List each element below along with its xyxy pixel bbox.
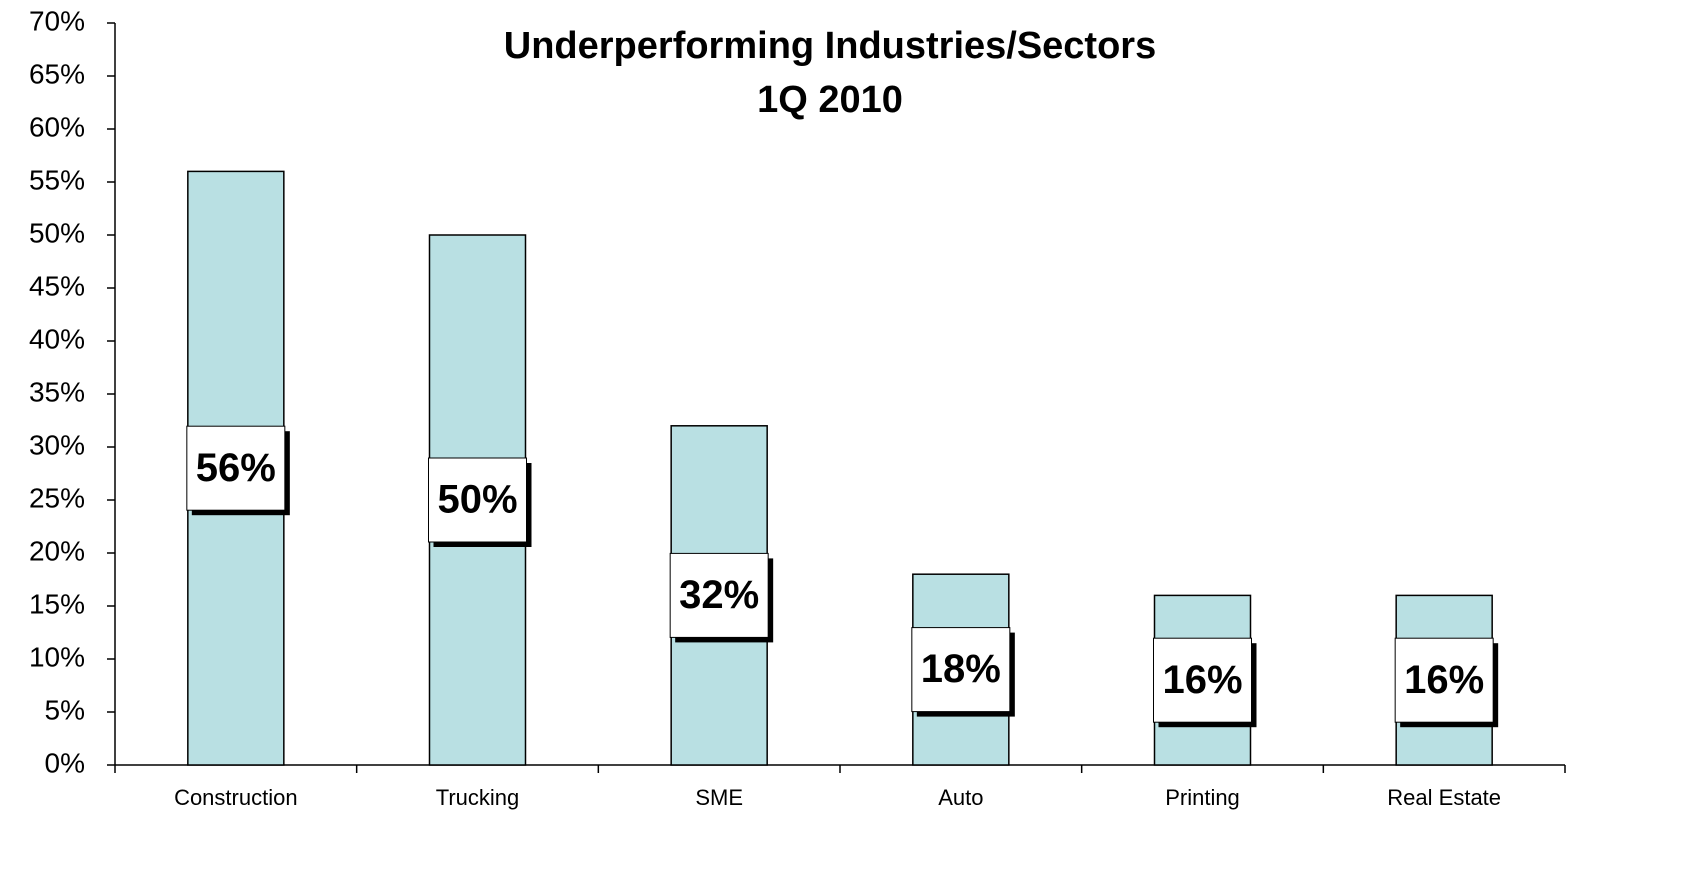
y-tick-label: 20% — [29, 535, 85, 566]
data-label-box — [911, 627, 1011, 713]
data-label: 32% — [679, 573, 759, 617]
x-tick-label: Trucking — [436, 785, 520, 810]
x-tick-label: Real Estate — [1387, 785, 1501, 810]
y-tick-label: 30% — [29, 429, 85, 460]
y-tick-label: 40% — [29, 323, 85, 354]
x-tick-label: Construction — [174, 785, 298, 810]
data-label-box — [669, 552, 769, 638]
x-tick-label: Printing — [1165, 785, 1240, 810]
y-tick-label: 10% — [29, 641, 85, 672]
data-label-box — [186, 425, 286, 511]
data-label: 16% — [1404, 658, 1484, 702]
y-tick-label: 60% — [29, 111, 85, 142]
chart-subtitle: 1Q 2010 — [757, 79, 903, 121]
y-tick-label: 65% — [29, 58, 85, 89]
y-tick-label: 35% — [29, 376, 85, 407]
chart-title: Underperforming Industries/Sectors — [504, 25, 1156, 67]
y-tick-label: 45% — [29, 270, 85, 301]
data-label: 56% — [196, 446, 276, 490]
y-tick-label: 70% — [29, 5, 85, 36]
y-tick-label: 50% — [29, 217, 85, 248]
x-tick-label: SME — [695, 785, 743, 810]
y-tick-label: 15% — [29, 588, 85, 619]
x-tick-label: Auto — [938, 785, 983, 810]
data-label-box — [428, 457, 527, 543]
y-tick-label: 0% — [45, 747, 85, 778]
y-tick-label: 55% — [29, 164, 85, 195]
y-tick-label: 25% — [29, 482, 85, 513]
data-label-box — [1394, 637, 1494, 723]
data-label: 50% — [437, 478, 517, 522]
data-label: 18% — [921, 647, 1001, 691]
data-label-box — [1153, 637, 1252, 723]
y-tick-label: 5% — [45, 694, 85, 725]
data-label: 16% — [1162, 658, 1242, 702]
